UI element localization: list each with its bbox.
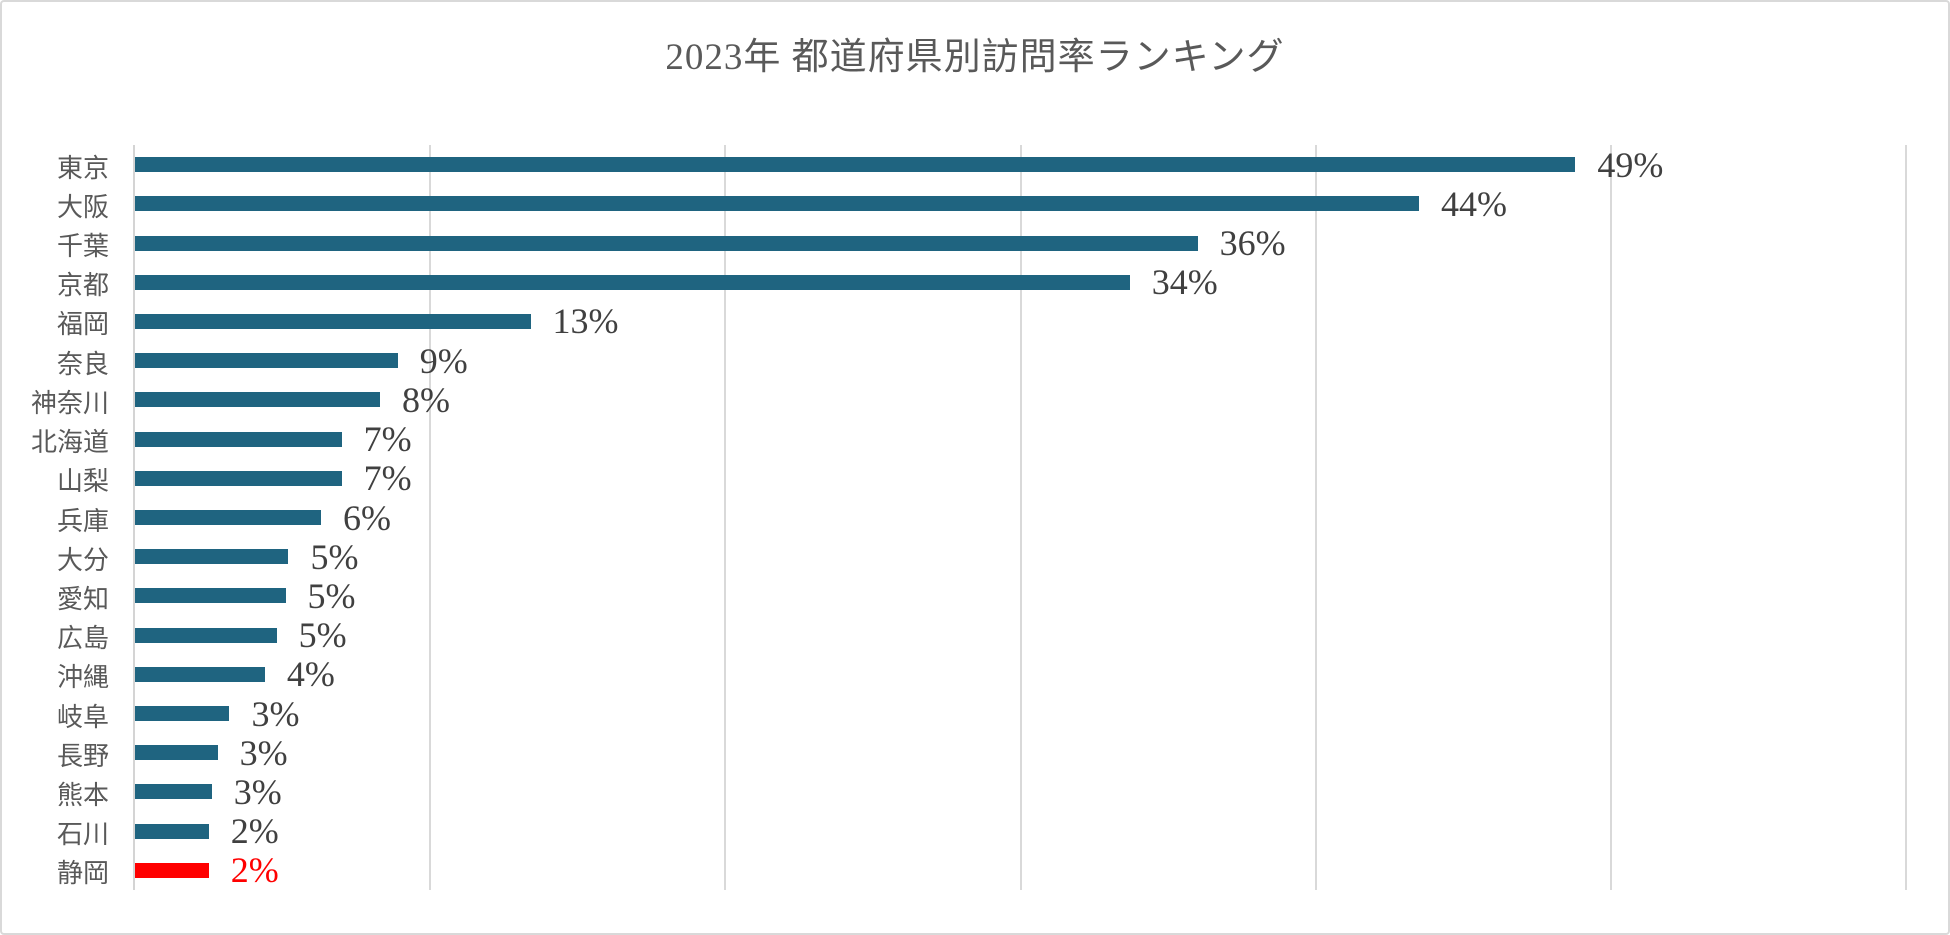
category-label: 兵庫 bbox=[56, 506, 109, 536]
value-label: 7% bbox=[363, 458, 412, 499]
gridline-50pct bbox=[1609, 145, 1612, 890]
value-label: 13% bbox=[552, 301, 619, 342]
category-label: 愛知 bbox=[56, 584, 109, 614]
category-label: 大阪 bbox=[56, 192, 109, 222]
bar bbox=[135, 823, 209, 839]
category-label: 神奈川 bbox=[30, 388, 109, 418]
category-label: 奈良 bbox=[56, 349, 109, 379]
category-label: 北海道 bbox=[30, 428, 109, 458]
bar bbox=[135, 627, 277, 643]
category-label: 大分 bbox=[56, 545, 109, 575]
value-label: 3% bbox=[251, 693, 300, 734]
gridline-60pct bbox=[1905, 145, 1907, 890]
bar-highlighted bbox=[135, 862, 209, 878]
bar bbox=[135, 431, 342, 447]
bar bbox=[135, 157, 1576, 173]
gridline-20pct bbox=[724, 145, 727, 890]
value-label-highlighted: 2% bbox=[230, 850, 279, 891]
bar bbox=[135, 784, 212, 800]
value-label: 5% bbox=[307, 575, 356, 616]
value-label: 49% bbox=[1597, 144, 1664, 185]
bar bbox=[135, 745, 218, 761]
bar bbox=[135, 706, 230, 722]
gridline-40pct bbox=[1314, 145, 1317, 890]
bar bbox=[135, 274, 1130, 290]
bar bbox=[135, 313, 531, 329]
category-label: 広島 bbox=[56, 624, 109, 654]
bar bbox=[135, 549, 289, 565]
bar bbox=[135, 510, 321, 525]
bar bbox=[135, 588, 286, 604]
bar bbox=[135, 353, 398, 369]
value-label: 3% bbox=[239, 732, 288, 773]
value-label: 8% bbox=[401, 379, 450, 420]
gridline-30pct bbox=[1019, 145, 1022, 890]
category-label: 東京 bbox=[56, 153, 109, 183]
bar bbox=[135, 235, 1198, 251]
category-label: 千葉 bbox=[56, 232, 109, 262]
category-label: 沖縄 bbox=[56, 663, 109, 693]
bar bbox=[135, 392, 380, 408]
bar bbox=[135, 666, 265, 682]
value-label: 7% bbox=[363, 419, 412, 460]
value-label: 36% bbox=[1219, 223, 1286, 264]
category-label: 山梨 bbox=[56, 467, 109, 497]
category-label: 福岡 bbox=[56, 310, 109, 340]
value-label: 3% bbox=[233, 771, 282, 812]
value-label: 5% bbox=[310, 536, 359, 577]
category-label: 長野 bbox=[56, 741, 109, 771]
category-label: 岐阜 bbox=[56, 702, 109, 732]
value-label: 2% bbox=[230, 811, 279, 852]
y-axis-line bbox=[133, 145, 135, 890]
category-label: 静岡 bbox=[56, 859, 109, 889]
value-label: 6% bbox=[342, 497, 391, 538]
value-label: 4% bbox=[286, 654, 335, 695]
value-label: 44% bbox=[1440, 183, 1507, 224]
chart-title: 2023年 都道府県別訪問率ランキング bbox=[665, 37, 1285, 78]
value-label: 34% bbox=[1151, 262, 1218, 303]
category-label: 熊本 bbox=[56, 780, 109, 810]
value-label: 5% bbox=[298, 615, 347, 656]
value-label: 9% bbox=[419, 340, 468, 381]
category-label: 石川 bbox=[56, 820, 109, 850]
bar bbox=[135, 470, 342, 486]
gridline-10pct bbox=[429, 145, 432, 890]
bar bbox=[135, 196, 1419, 212]
category-label: 京都 bbox=[56, 271, 109, 301]
